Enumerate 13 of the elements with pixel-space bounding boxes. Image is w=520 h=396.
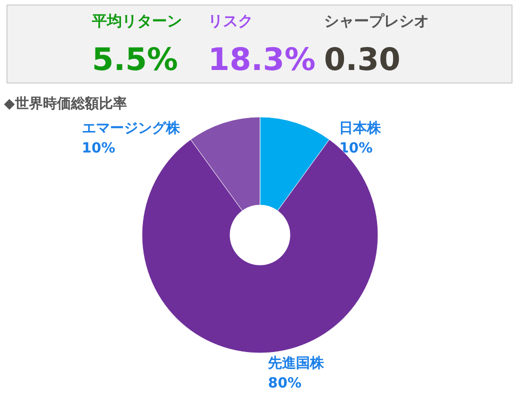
data-label: 10%	[339, 140, 373, 157]
text: シャープレシオ	[324, 12, 429, 30]
text: 0.30	[324, 42, 400, 78]
text: 平均リターン	[91, 12, 182, 30]
text: 18.3%	[208, 42, 316, 78]
data-label: 10%	[82, 140, 116, 157]
text: リスク	[208, 12, 253, 30]
slice-label: 先進国株	[267, 355, 325, 372]
slice-label: 日本株	[339, 120, 382, 137]
slice-label: エマージング株	[82, 120, 181, 137]
text: 5.5%	[92, 42, 178, 78]
chart-title: ◆世界時価総額比率	[4, 95, 127, 112]
data-label: 80%	[268, 375, 302, 392]
